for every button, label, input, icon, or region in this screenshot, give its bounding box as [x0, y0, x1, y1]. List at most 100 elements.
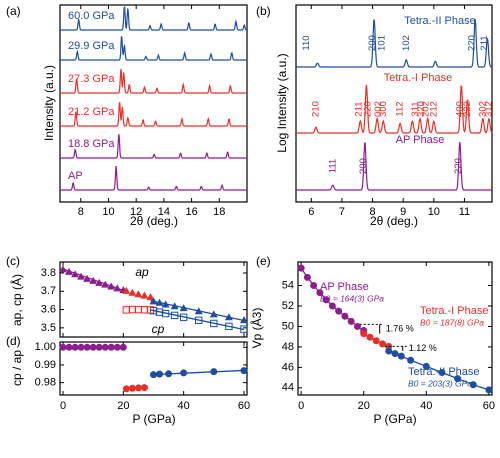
data-point	[59, 265, 68, 273]
hkl-label: 211	[479, 35, 490, 50]
data-point	[59, 343, 67, 351]
panel-label: (d)	[6, 334, 21, 348]
x-tick-label: 0	[298, 400, 304, 412]
data-point	[77, 272, 86, 280]
data-point	[65, 343, 73, 351]
data-point	[113, 284, 122, 292]
data-point	[140, 306, 149, 314]
pattern-line	[60, 165, 247, 191]
plot-frame	[59, 261, 248, 338]
data-point	[239, 316, 248, 324]
hkl-label: 302	[477, 101, 488, 117]
data-point	[128, 288, 137, 296]
hkl-label: 212	[428, 101, 439, 117]
hkl-label: 320	[416, 101, 427, 117]
data-point	[128, 305, 137, 314]
y-axis-label: Log Intensity (a.u.)	[275, 53, 289, 152]
series-label: 21.2 GPa	[68, 106, 115, 118]
pattern-line	[60, 69, 247, 94]
x-tick-label: 10	[428, 206, 440, 218]
y-label: 54	[282, 279, 294, 291]
data-point	[119, 343, 127, 351]
pattern-line	[296, 18, 492, 68]
x-tick-label: 7	[339, 206, 345, 218]
hkl-label: 101	[376, 35, 387, 51]
data-point	[156, 370, 164, 378]
series-label: AP	[68, 170, 83, 182]
y-label: 48	[282, 341, 294, 353]
x-tick-label: 60	[238, 400, 250, 412]
data-point	[225, 322, 233, 331]
data-point	[180, 369, 188, 377]
plot-frame	[59, 4, 248, 203]
phase-label: Tetra.-I Phase	[384, 72, 452, 84]
data-point	[89, 343, 97, 351]
data-point	[150, 371, 157, 379]
y-label: 1.00	[35, 341, 56, 353]
y-label: 3.7	[41, 285, 56, 297]
cp-annotation: cp	[152, 322, 165, 336]
data-point	[195, 316, 203, 325]
x-axis-label: 2θ (deg.)	[130, 214, 178, 228]
data-point	[95, 343, 103, 351]
y-label: 3.5	[41, 322, 56, 334]
hkl-label: 312	[483, 101, 494, 117]
data-point	[210, 319, 218, 328]
data-point	[107, 343, 115, 351]
hkl-label: 311	[410, 101, 421, 116]
bulk-modulus-label: B0 = 203(3) GPa	[408, 378, 472, 388]
hkl-label: 200	[367, 35, 378, 51]
x-axis-label: P (GPa)	[132, 412, 175, 426]
jump-annotation: 1.76 %	[386, 323, 414, 333]
phase-label: Tetra.-II Phase	[408, 366, 480, 378]
hkl-label: 400	[454, 101, 465, 117]
data-point	[71, 270, 80, 278]
data-point	[240, 325, 248, 333]
data-point	[149, 297, 158, 305]
x-axis-label: 2θ (deg.)	[370, 214, 418, 228]
data-point	[95, 278, 104, 286]
data-point	[170, 302, 179, 310]
data-point	[134, 384, 142, 392]
x-tick-label: 6	[308, 206, 314, 218]
phase-label: AP Phase	[320, 281, 369, 293]
pattern-line	[296, 84, 493, 134]
eos-curve	[388, 350, 490, 391]
bulk-modulus-label: B0 = 164(3) GPa	[320, 293, 384, 303]
panel-label: (e)	[256, 254, 271, 268]
y-axis-label: cp / ap	[10, 350, 24, 386]
data-point	[128, 384, 136, 392]
x-tick-label: 8	[78, 206, 84, 218]
phase-label: Tetra.-I Phase	[420, 305, 488, 317]
data-point	[224, 313, 233, 321]
eos-curve	[300, 267, 365, 332]
data-point	[113, 343, 121, 351]
data-point	[165, 370, 173, 378]
fit-line	[150, 309, 245, 331]
plot-frame	[297, 261, 493, 396]
phase-label: AP Phase	[396, 134, 445, 146]
series-label: 27.3 GPa	[68, 73, 115, 85]
y-label: 50	[282, 320, 294, 332]
data-point	[179, 313, 188, 321]
hkl-label: 210	[310, 101, 321, 117]
x-tick-label: 14	[158, 206, 170, 218]
x-tick-label: 20	[358, 400, 370, 412]
hkl-label: 220	[453, 158, 464, 174]
hkl-label: 112	[395, 101, 406, 116]
panel-label: (c)	[6, 254, 20, 268]
data-point	[101, 280, 110, 288]
data-point	[134, 290, 143, 298]
y-axis-label: Intensity (a.u.)	[42, 65, 56, 141]
hkl-label: 202	[421, 101, 432, 117]
data-point	[146, 293, 155, 301]
data-point	[161, 300, 170, 308]
data-point	[179, 304, 188, 312]
x-tick-label: 11	[459, 206, 470, 218]
hkl-label: 110	[301, 35, 312, 50]
hkl-label: 200	[358, 158, 369, 174]
panel-label: (a)	[6, 4, 21, 18]
x-tick-label: 0	[60, 400, 66, 412]
plot-frame	[59, 341, 248, 396]
jump-annotation: 1.12 %	[409, 343, 437, 353]
